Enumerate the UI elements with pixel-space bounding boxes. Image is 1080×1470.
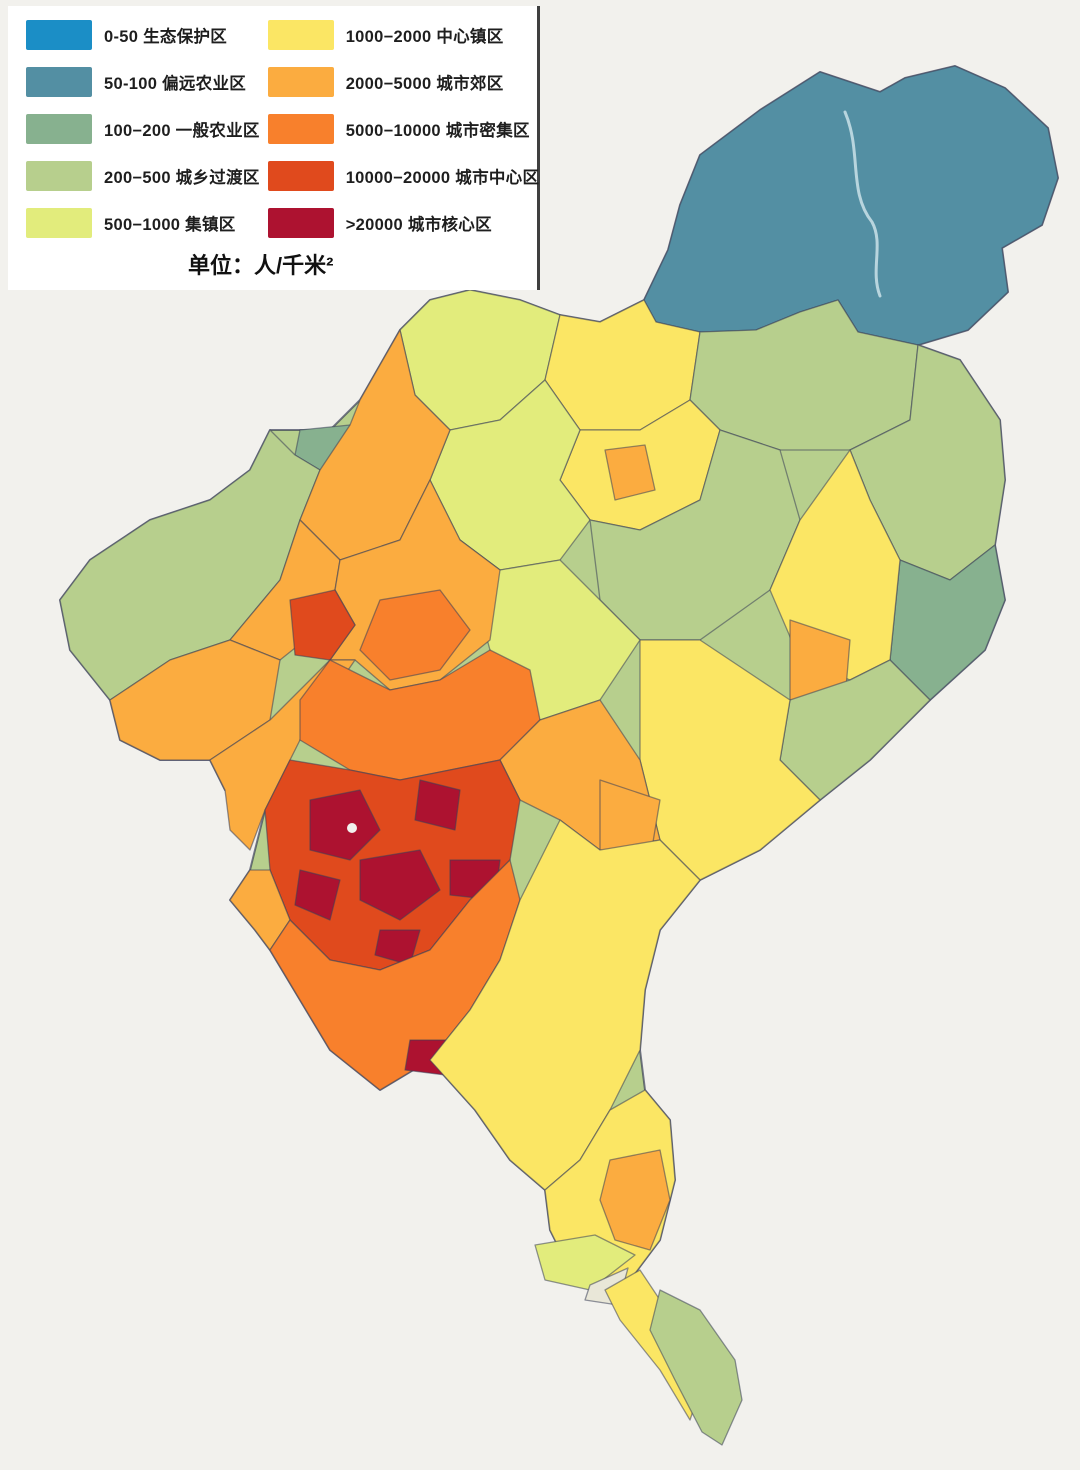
river-line xyxy=(843,110,882,298)
legend-item-label: 5000−10000 城市密集区 xyxy=(345,122,530,140)
legend-swatch xyxy=(26,67,92,97)
legend-item: 50-100 偏远农业区 xyxy=(26,67,260,97)
legend-item: 2000−5000 城市郊区 xyxy=(267,67,540,97)
legend-column-left: 0-50 生态保护区 50-100 偏远农业区 100−200 一般农业区 20… xyxy=(26,20,260,238)
legend-columns: 0-50 生态保护区 50-100 偏远农业区 100−200 一般农业区 20… xyxy=(26,20,539,238)
legend-swatch xyxy=(26,20,92,50)
legend-item-label: 500−1000 集镇区 xyxy=(104,216,236,234)
legend-item-label: 100−200 一般农业区 xyxy=(104,122,260,140)
legend-item: 0-50 生态保护区 xyxy=(26,20,260,50)
map-region-core-red-2 xyxy=(359,849,441,921)
legend-item-label: 0-50 生态保护区 xyxy=(104,28,228,46)
legend-column-right: 1000−2000 中心镇区 2000−5000 城市郊区 5000−10000… xyxy=(267,20,540,238)
map-region-core-red-4 xyxy=(414,779,461,831)
legend-unit-label: 单位：人/千米² xyxy=(188,253,334,278)
map-region-island-green xyxy=(649,1289,743,1446)
map-region-core-red-3 xyxy=(294,869,341,921)
legend-item-label: 200−500 城乡过渡区 xyxy=(104,169,260,187)
legend-item-label: 50-100 偏远农业区 xyxy=(104,75,247,93)
map-region-north-teal xyxy=(643,65,1059,346)
legend-swatch xyxy=(26,161,92,191)
legend-item: 500−1000 集镇区 xyxy=(26,208,260,238)
legend-item: >20000 城市核心区 xyxy=(267,208,540,238)
legend-item-label: >20000 城市核心区 xyxy=(345,216,492,234)
legend-swatch xyxy=(267,67,334,97)
legend-swatch xyxy=(267,161,334,191)
map-region-island-yellowgreen xyxy=(534,1234,636,1291)
legend-item: 200−500 城乡过渡区 xyxy=(26,161,260,191)
legend-item: 5000−10000 城市密集区 xyxy=(267,114,540,144)
legend-item: 1000−2000 中心镇区 xyxy=(267,20,540,50)
map-region-panyu-yellow xyxy=(429,819,701,1191)
legend-item: 100−200 一般农业区 xyxy=(26,114,260,144)
map-region-west-orange-3 xyxy=(109,639,281,761)
map-region-central-orange-patch xyxy=(604,444,656,501)
legend-item-label: 1000−2000 中心镇区 xyxy=(345,28,504,46)
legend-item-label: 10000−20000 城市中心区 xyxy=(345,169,540,187)
map-region-west-deep-orange xyxy=(359,589,471,681)
legend-swatch xyxy=(26,114,92,144)
legend-item: 10000−20000 城市中心区 xyxy=(267,161,540,191)
core-lake-dot xyxy=(347,823,357,833)
map-region-core-red-1 xyxy=(309,789,381,861)
map-region-nansha-orange xyxy=(599,1149,671,1251)
legend-item-label: 2000−5000 城市郊区 xyxy=(345,75,504,93)
map-region-west-redorange-patch xyxy=(289,589,356,661)
legend-swatch xyxy=(267,114,334,144)
legend-swatch xyxy=(26,208,92,238)
legend-swatch xyxy=(267,208,334,238)
legend-panel: 0-50 生态保护区 50-100 偏远农业区 100−200 一般农业区 20… xyxy=(8,6,540,290)
legend-swatch xyxy=(267,20,334,50)
